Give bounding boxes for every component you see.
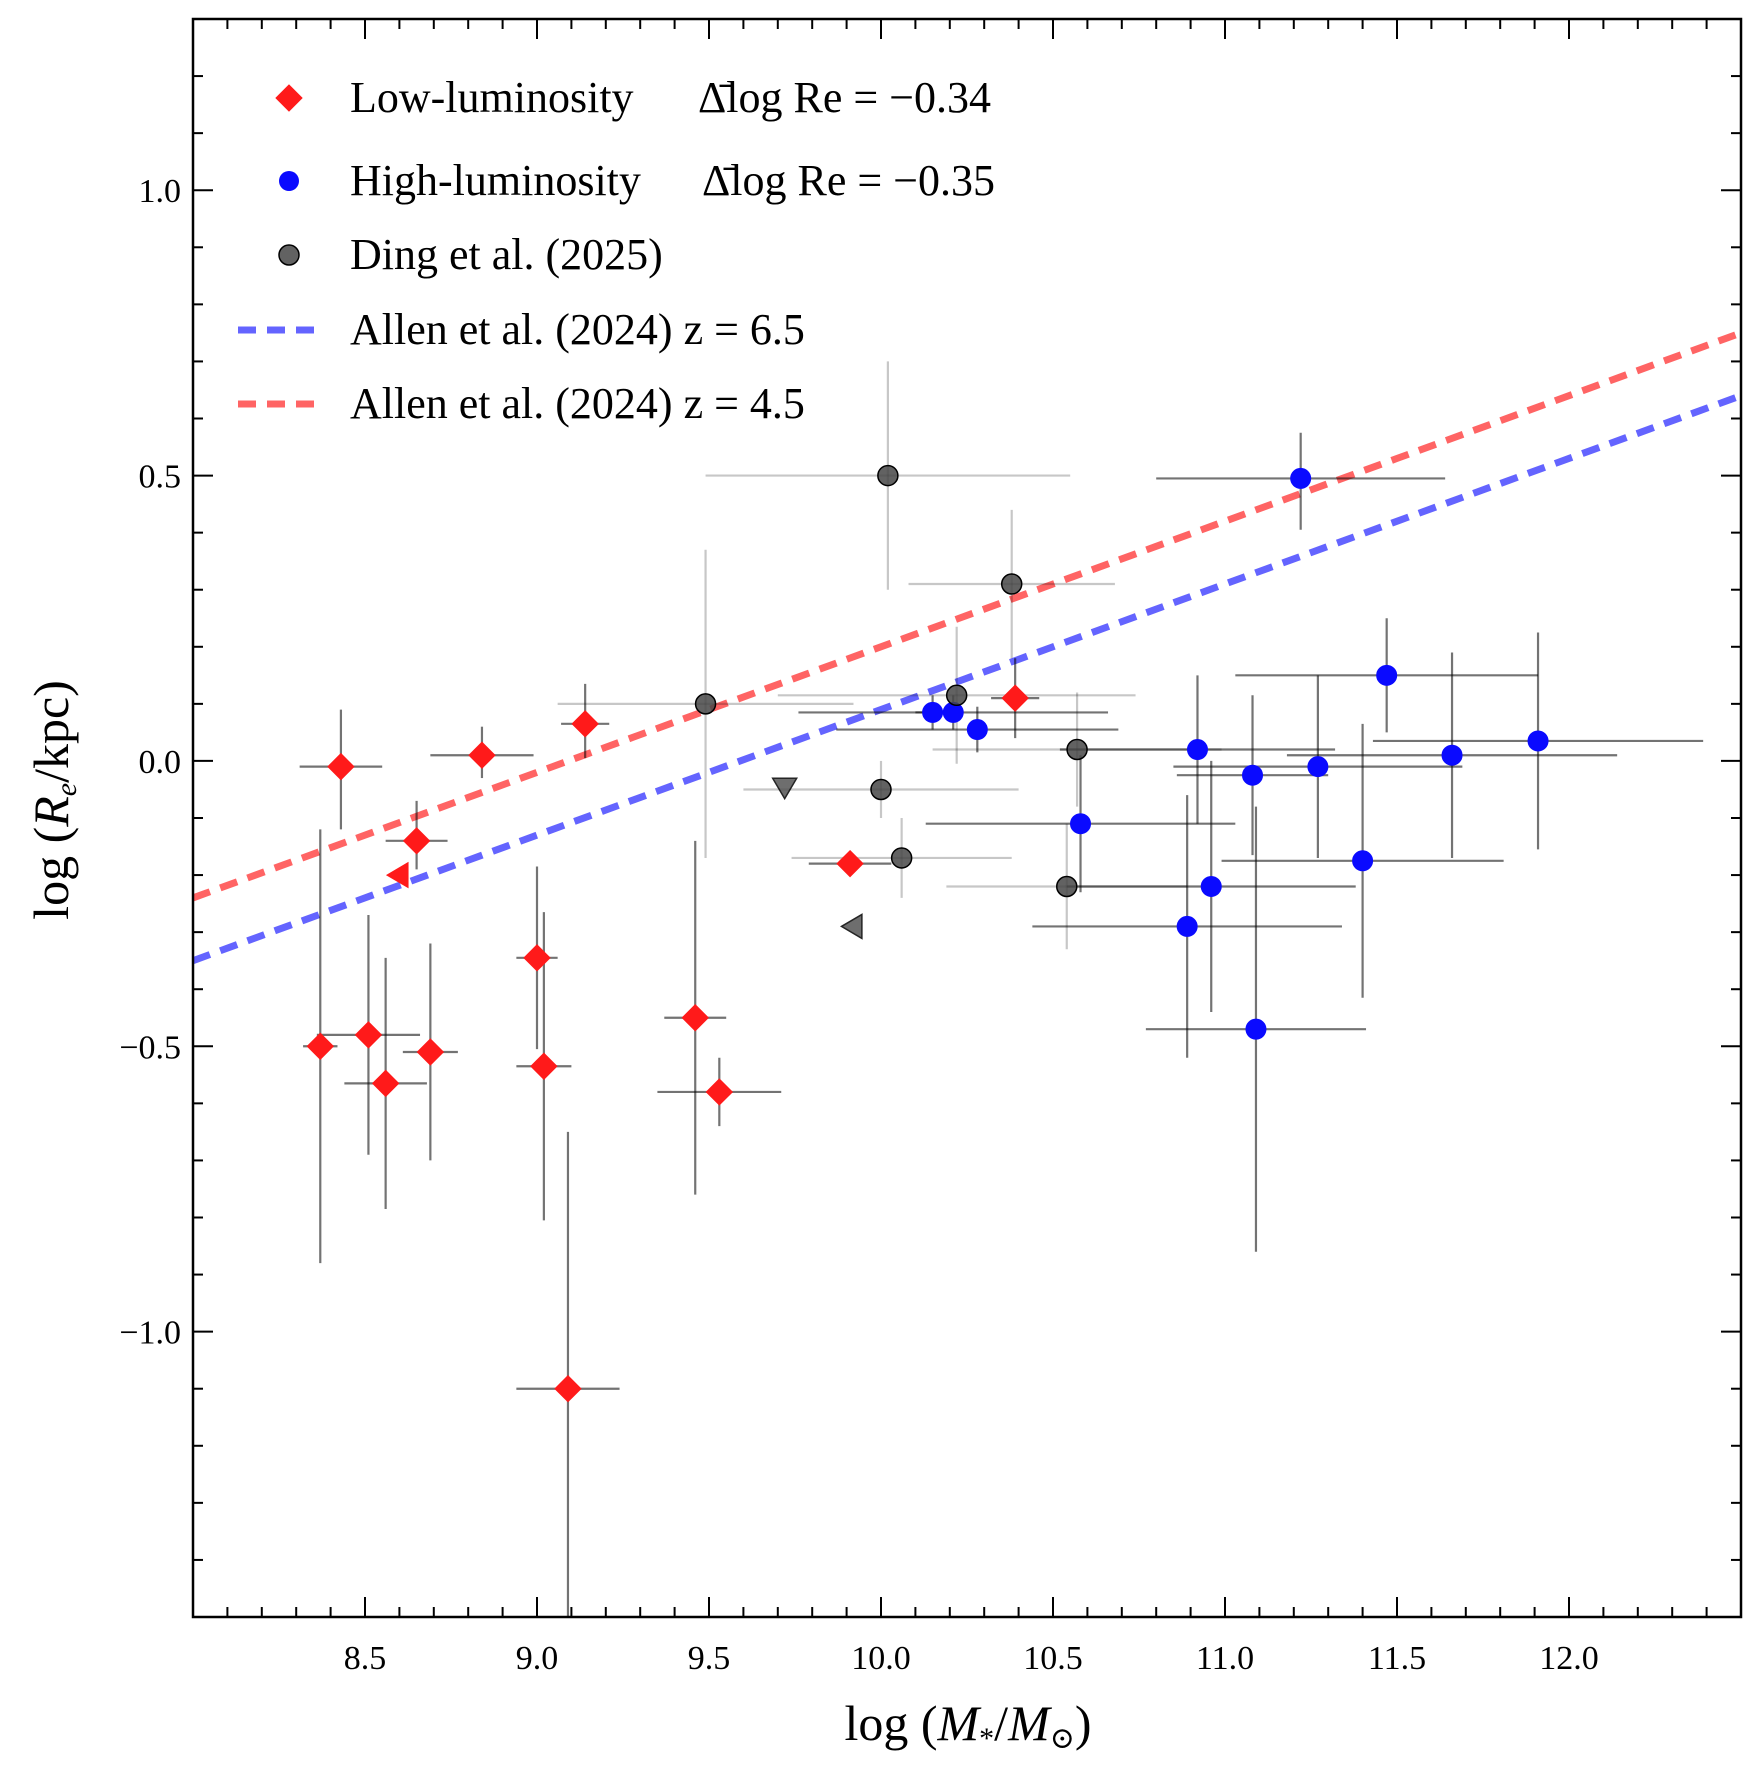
high-luminosity-point	[1441, 744, 1463, 766]
upper-limit-marker	[840, 913, 863, 940]
y-axis-label: log (Re/kpc)	[23, 680, 83, 920]
high-luminosity-point	[1070, 813, 1092, 835]
y-tick-label: −0.5	[119, 1029, 181, 1066]
ding-2025-point	[1056, 875, 1078, 898]
x-tick-label: 10.0	[851, 1640, 911, 1677]
low-luminosity-point	[306, 1032, 334, 1060]
ding-2025-point	[945, 684, 968, 707]
high-luminosity-point	[1200, 875, 1222, 897]
ding-2025-point	[1066, 738, 1088, 761]
low-luminosity-point	[523, 944, 551, 972]
low-luminosity-point	[371, 1069, 400, 1098]
high-luminosity-point	[922, 701, 944, 723]
legend-ding-marker	[278, 244, 300, 266]
high-luminosity-point	[1245, 1018, 1267, 1040]
legend-label: High-luminosity	[350, 156, 641, 205]
legend-stat: Δ̄log Re = −0.34	[698, 73, 991, 122]
x-tick-label: 12.0	[1539, 1640, 1599, 1677]
legend-diamond-marker	[275, 84, 303, 112]
data-markers	[306, 464, 1549, 1403]
high-luminosity-point	[1290, 467, 1312, 489]
x-tick-label: 9.5	[688, 1640, 731, 1677]
ding-2025-point	[890, 847, 913, 869]
low-luminosity-point	[327, 752, 355, 781]
y-tick-label: 0.5	[139, 459, 182, 496]
low-luminosity-point	[468, 741, 496, 769]
x-tick-label: 10.5	[1023, 1640, 1083, 1677]
x-tick-label: 8.5	[344, 1640, 387, 1677]
x-tick-label: 11.0	[1196, 1640, 1254, 1677]
axis-ticks	[193, 19, 1741, 1617]
ding-2025-point	[877, 464, 899, 487]
high-luminosity-point	[1352, 850, 1374, 872]
x-tick-label: 9.0	[516, 1640, 559, 1677]
legend-stat: Δ̄log Re = −0.35	[702, 156, 995, 205]
x-axis-label: log (M*/M⊙)	[844, 1695, 1091, 1755]
low-luminosity-point	[354, 1021, 383, 1049]
ding-2025-point	[870, 778, 892, 801]
x-tick-label: 11.5	[1368, 1640, 1426, 1677]
legend-label: Allen et al. (2024) z = 4.5	[350, 379, 805, 428]
low-luminosity-point	[530, 1052, 558, 1080]
low-luminosity-point	[836, 849, 864, 878]
low-luminosity-point	[705, 1078, 734, 1106]
legend-label: Allen et al. (2024) z = 6.5	[350, 305, 805, 354]
ding-2025-point	[694, 693, 717, 715]
model-line	[193, 392, 1741, 964]
high-luminosity-point	[1186, 739, 1208, 761]
high-luminosity-point	[1242, 764, 1264, 786]
y-tick-label: 1.0	[139, 173, 182, 210]
high-luminosity-point	[1176, 915, 1198, 937]
low-luminosity-point	[402, 827, 431, 855]
high-luminosity-point	[966, 719, 988, 741]
upper-limit-marker	[771, 777, 798, 801]
high-luminosity-point	[1527, 730, 1549, 752]
legend-label: Low-luminosity	[350, 73, 634, 122]
legend: Low-luminosity Δ̄log Re = −0.34 High-lumin…	[238, 73, 995, 428]
upper-limit-marker	[385, 861, 409, 889]
model-lines	[193, 329, 1741, 964]
error-bars	[299, 361, 1704, 1617]
low-luminosity-point	[571, 710, 599, 738]
low-luminosity-point	[416, 1038, 445, 1066]
high-luminosity-point	[1307, 756, 1329, 778]
low-luminosity-point	[1001, 684, 1029, 712]
low-luminosity-point	[554, 1375, 582, 1403]
legend-circle-marker	[279, 171, 299, 191]
low-luminosity-point	[681, 1004, 709, 1032]
ding-2025-point	[1000, 573, 1023, 595]
legend-label: Ding et al. (2025)	[350, 230, 663, 279]
model-line	[193, 329, 1741, 902]
y-tick-label: −1.0	[119, 1315, 181, 1352]
tick-labels: 8.5 9.0 9.5 10.0 10.5 11.0 11.5 12.0 −1.0 −0.5 0.0…	[119, 173, 1598, 1677]
high-luminosity-point	[1376, 664, 1398, 686]
y-tick-label: 0.0	[139, 744, 182, 781]
